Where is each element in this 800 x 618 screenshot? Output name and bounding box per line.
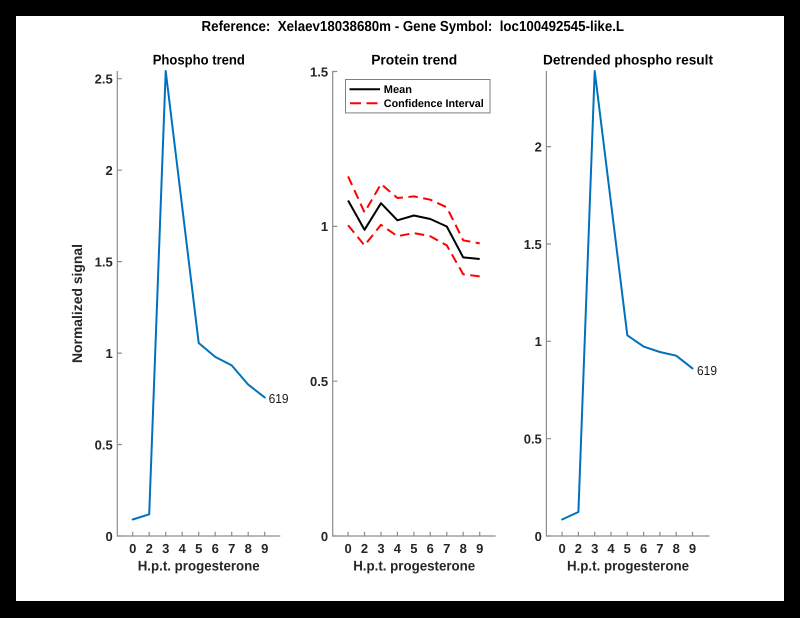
svg-text:Confidence Interval: Confidence Interval: [384, 98, 484, 110]
svg-text:3: 3: [162, 541, 169, 556]
svg-text:0.5: 0.5: [310, 374, 328, 389]
svg-text:5: 5: [410, 541, 417, 556]
svg-text:7: 7: [656, 541, 663, 556]
svg-text:7: 7: [443, 541, 450, 556]
svg-text:0: 0: [105, 529, 112, 544]
svg-text:0.5: 0.5: [524, 432, 542, 447]
svg-text:5: 5: [195, 541, 202, 556]
svg-text:6: 6: [640, 541, 647, 556]
svg-text:4: 4: [179, 541, 187, 556]
svg-text:1: 1: [321, 219, 328, 234]
svg-text:1: 1: [105, 346, 112, 361]
svg-text:0.5: 0.5: [95, 437, 113, 452]
svg-text:2: 2: [361, 541, 368, 556]
svg-text:Mean: Mean: [384, 84, 412, 96]
svg-text:H.p.t. progesterone: H.p.t. progesterone: [138, 558, 260, 574]
svg-text:Reference: Xelaev18038680m -: Reference: Xelaev18038680m - Gene Symbol…: [202, 19, 625, 35]
svg-text:7: 7: [228, 541, 235, 556]
svg-text:0: 0: [321, 529, 328, 544]
svg-text:4: 4: [607, 541, 615, 556]
svg-text:Phospho trend: Phospho trend: [153, 51, 245, 67]
svg-text:3: 3: [377, 541, 384, 556]
svg-text:619: 619: [269, 391, 289, 406]
svg-text:0: 0: [558, 541, 565, 556]
svg-text:6: 6: [212, 541, 219, 556]
svg-text:Normalized signal: Normalized signal: [69, 244, 85, 363]
svg-text:H.p.t. progesterone: H.p.t. progesterone: [567, 558, 689, 574]
svg-text:4: 4: [394, 541, 402, 556]
svg-text:2: 2: [575, 541, 582, 556]
svg-text:2.5: 2.5: [95, 72, 113, 87]
svg-text:2: 2: [105, 163, 112, 178]
svg-text:1.5: 1.5: [310, 64, 328, 79]
svg-text:2: 2: [535, 139, 542, 154]
svg-text:8: 8: [673, 541, 680, 556]
svg-text:0: 0: [535, 529, 542, 544]
svg-text:0: 0: [129, 541, 136, 556]
svg-text:Detrended phospho result: Detrended phospho result: [543, 51, 713, 67]
svg-text:9: 9: [476, 541, 483, 556]
svg-text:H.p.t. progesterone: H.p.t. progesterone: [353, 558, 475, 574]
svg-text:5: 5: [624, 541, 631, 556]
svg-text:9: 9: [689, 541, 696, 556]
svg-text:8: 8: [460, 541, 467, 556]
svg-text:619: 619: [697, 363, 717, 378]
svg-text:6: 6: [427, 541, 434, 556]
svg-text:Protein trend: Protein trend: [371, 51, 457, 67]
svg-text:1.5: 1.5: [524, 237, 542, 252]
svg-text:8: 8: [245, 541, 252, 556]
svg-text:0: 0: [344, 541, 351, 556]
svg-text:1: 1: [535, 334, 542, 349]
svg-text:9: 9: [261, 541, 268, 556]
svg-text:1.5: 1.5: [95, 254, 113, 269]
svg-text:3: 3: [591, 541, 598, 556]
svg-text:2: 2: [146, 541, 153, 556]
